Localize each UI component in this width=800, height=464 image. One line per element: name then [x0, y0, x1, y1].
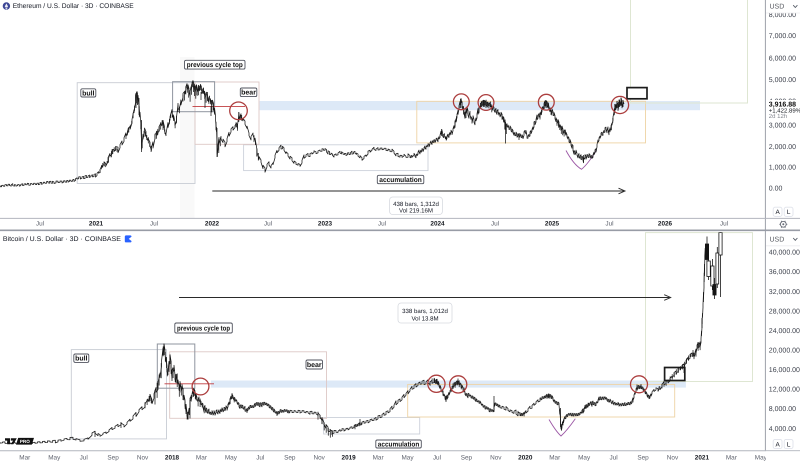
svg-text:USD: USD — [770, 4, 785, 11]
svg-text:bear: bear — [241, 89, 256, 97]
svg-text:bear: bear — [307, 361, 322, 369]
svg-text:338 bars, 1,012d: 338 bars, 1,012d — [402, 308, 448, 315]
svg-text:USD: USD — [770, 237, 785, 244]
svg-text:Mar: Mar — [726, 454, 738, 461]
svg-text:3,000.00: 3,000.00 — [769, 122, 796, 129]
svg-text:Sep: Sep — [461, 454, 473, 461]
svg-text:A: A — [775, 209, 780, 216]
svg-text:Jul: Jul — [491, 220, 499, 227]
svg-text:6,000.00: 6,000.00 — [769, 55, 796, 62]
svg-text:Jul: Jul — [720, 220, 728, 227]
svg-text:Mar: Mar — [196, 454, 208, 461]
svg-text:7,000.00: 7,000.00 — [769, 33, 796, 40]
svg-text:Sep: Sep — [637, 454, 649, 461]
svg-text:40,000.00: 40,000.00 — [769, 249, 800, 256]
svg-text:28,000.00: 28,000.00 — [769, 309, 800, 316]
svg-text:Jul: Jul — [36, 220, 44, 227]
svg-text:4,000.00: 4,000.00 — [769, 426, 796, 433]
svg-text:2022: 2022 — [205, 220, 220, 227]
svg-text:Ethereum / U.S. Dollar · 3D ·: Ethereum / U.S. Dollar · 3D · COINBASE — [13, 3, 134, 10]
svg-text:May: May — [401, 454, 414, 461]
svg-text:Mar: Mar — [19, 454, 31, 461]
svg-text:L: L — [787, 209, 791, 216]
svg-text:2024: 2024 — [430, 220, 445, 227]
svg-text:May: May — [48, 454, 61, 461]
svg-text:May: May — [578, 454, 591, 461]
svg-text:Nov: Nov — [667, 454, 679, 461]
svg-text:2026: 2026 — [658, 220, 673, 227]
svg-text:2019: 2019 — [342, 454, 357, 461]
svg-text:Bitcoin / U.S. Dollar · 3D · C: Bitcoin / U.S. Dollar · 3D · COINBASE — [3, 236, 121, 243]
svg-text:Jul: Jul — [433, 454, 441, 461]
svg-text:bull: bull — [75, 355, 87, 363]
svg-text:A: A — [775, 441, 780, 448]
svg-text:20,000.00: 20,000.00 — [769, 348, 800, 355]
svg-text:Mar: Mar — [373, 454, 385, 461]
svg-text:Nov: Nov — [137, 454, 149, 461]
svg-text:8,000.00: 8,000.00 — [769, 12, 796, 19]
svg-text:L: L — [787, 441, 791, 448]
svg-text:Jul: Jul — [256, 454, 264, 461]
svg-text:Jul: Jul — [264, 220, 272, 227]
svg-text:Sep: Sep — [284, 454, 296, 461]
svg-text:Nov: Nov — [314, 454, 326, 461]
svg-text:0.00: 0.00 — [769, 185, 783, 192]
svg-text:Jul: Jul — [150, 220, 158, 227]
svg-text:accumulation: accumulation — [378, 440, 420, 448]
svg-text:Vol 13.8M: Vol 13.8M — [411, 316, 438, 323]
svg-text:Jul: Jul — [610, 454, 618, 461]
svg-text:2d 12h: 2d 12h — [769, 113, 787, 120]
svg-text:Sep: Sep — [107, 454, 119, 461]
svg-text:Vol 219.16M: Vol 219.16M — [399, 208, 433, 215]
svg-text:May: May — [225, 454, 238, 461]
svg-text:438 bars, 1,312d: 438 bars, 1,312d — [393, 201, 439, 208]
svg-text:32,000.00: 32,000.00 — [769, 289, 800, 296]
svg-text:8,000.00: 8,000.00 — [769, 406, 796, 413]
svg-text:2020: 2020 — [518, 454, 533, 461]
svg-text:Jul: Jul — [80, 454, 88, 461]
svg-text:36,000.00: 36,000.00 — [769, 269, 800, 276]
svg-text:5,000.00: 5,000.00 — [769, 77, 796, 84]
svg-text:2018: 2018 — [165, 454, 180, 461]
svg-text:3,916.88: 3,916.88 — [769, 102, 796, 109]
svg-text:previous cycle top: previous cycle top — [187, 61, 243, 69]
svg-text:2025: 2025 — [545, 220, 560, 227]
svg-text:Mar: Mar — [549, 454, 561, 461]
svg-text:Jul: Jul — [605, 220, 613, 227]
svg-text:2,000.00: 2,000.00 — [769, 144, 796, 151]
svg-text:Nov: Nov — [490, 454, 502, 461]
svg-text:16,000.00: 16,000.00 — [769, 367, 800, 374]
svg-text:+1,422.89%: +1,422.89% — [769, 107, 800, 114]
svg-text:2023: 2023 — [318, 220, 333, 227]
svg-text:PRO: PRO — [20, 439, 30, 444]
svg-text:previous cycle top: previous cycle top — [177, 324, 230, 332]
svg-text:2021: 2021 — [89, 220, 104, 227]
svg-text:bull: bull — [82, 89, 94, 97]
svg-text:May: May — [755, 454, 768, 461]
svg-text:1,000.00: 1,000.00 — [769, 165, 796, 172]
svg-text:24,000.00: 24,000.00 — [769, 328, 800, 335]
svg-text:12,000.00: 12,000.00 — [769, 387, 800, 394]
svg-text:2021: 2021 — [695, 454, 710, 461]
svg-text:accumulation: accumulation — [379, 176, 422, 184]
svg-text:Jul: Jul — [378, 220, 386, 227]
